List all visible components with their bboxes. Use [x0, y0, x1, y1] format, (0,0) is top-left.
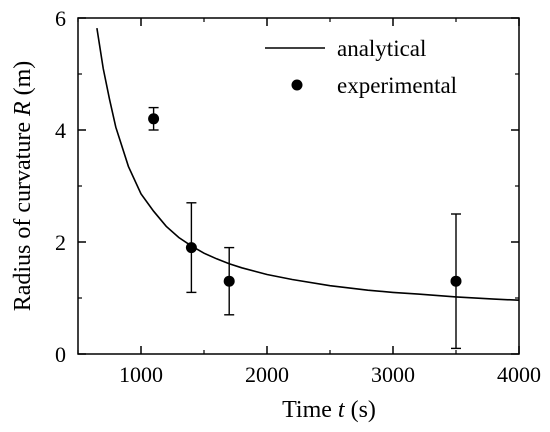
y-axis-label-var: R	[10, 101, 36, 117]
legend-experimental-marker	[291, 79, 303, 91]
plot-frame	[77, 17, 520, 355]
data-point-experimental	[223, 275, 235, 287]
x-axis-label-prefix: Time	[282, 397, 338, 423]
x-tick-label: 3000	[371, 362, 415, 387]
x-tick-label: 4000	[497, 362, 541, 387]
y-axis-label-suffix: (m)	[10, 61, 36, 102]
x-axis-label: Time t (s)	[282, 397, 376, 423]
x-axis-label-suffix: (s)	[345, 397, 376, 423]
y-tick-label: 0	[55, 342, 66, 367]
y-tick-label: 2	[55, 230, 66, 255]
data-point-experimental	[185, 242, 197, 254]
legend-label-experimental: experimental	[337, 73, 457, 98]
data-point-experimental	[450, 275, 462, 287]
x-tick-label: 2000	[245, 362, 289, 387]
x-tick-label: 1000	[119, 362, 163, 387]
legend-label-analytical: analytical	[337, 36, 426, 61]
series-analytical-line	[96, 27, 519, 301]
x-axis-label-var: t	[338, 397, 346, 423]
y-tick-label: 6	[55, 6, 66, 31]
y-axis-label: Radius of curvature R (m)	[10, 61, 36, 312]
data-point-experimental	[148, 113, 160, 125]
y-axis-label-prefix: Radius of curvature	[10, 116, 36, 311]
y-tick-label: 4	[55, 118, 66, 143]
